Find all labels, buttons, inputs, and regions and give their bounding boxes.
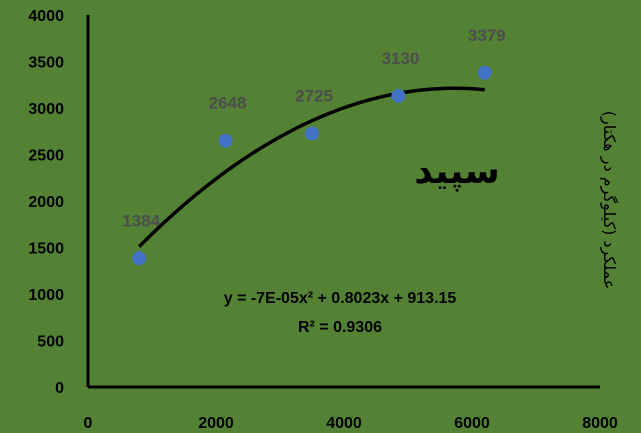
chart-annotation: سپید [414,151,500,192]
data-point [218,133,233,148]
y-tick-label: 4000 [28,8,64,25]
x-tick-label: 0 [84,415,93,432]
trendline-equation: y = -7E-05x² + 0.8023x + 913.15 [224,290,457,307]
y-tick-label: 1500 [28,241,64,258]
y-tick-label: 0 [55,380,64,397]
data-point [391,88,406,103]
data-points [132,65,492,266]
r-squared: R² = 0.9306 [298,319,382,336]
data-label: 2725 [295,87,333,106]
data-point [132,251,147,266]
y-tick-label: 2000 [28,194,64,211]
x-tick-labels: 0 2000 4000 6000 8000 [84,415,618,432]
y-tick-label: 3000 [28,101,64,118]
x-tick-label: 6000 [454,415,490,432]
trendline [137,86,485,248]
data-label: 3379 [468,26,506,45]
y-tick-labels: 0 500 1000 1500 2000 2500 3000 3500 4000 [28,8,64,397]
data-point [477,65,492,80]
data-label: 3130 [381,49,419,68]
y-tick-label: 1000 [28,287,64,304]
data-point [305,126,319,141]
y-tick-label: 500 [37,334,64,351]
data-labels: 1384 2648 2725 3130 3379 [122,26,505,231]
x-tick-label: 8000 [582,415,618,432]
y-tick-label: 3500 [28,55,64,72]
data-label: 2648 [209,94,247,113]
y-axis-title: عملکرد (کیلوگرم در هکتار) [599,111,619,290]
data-label: 1384 [122,211,160,230]
x-tick-label: 4000 [326,415,362,432]
y-tick-label: 2500 [28,148,64,165]
x-tick-label: 2000 [198,415,234,432]
